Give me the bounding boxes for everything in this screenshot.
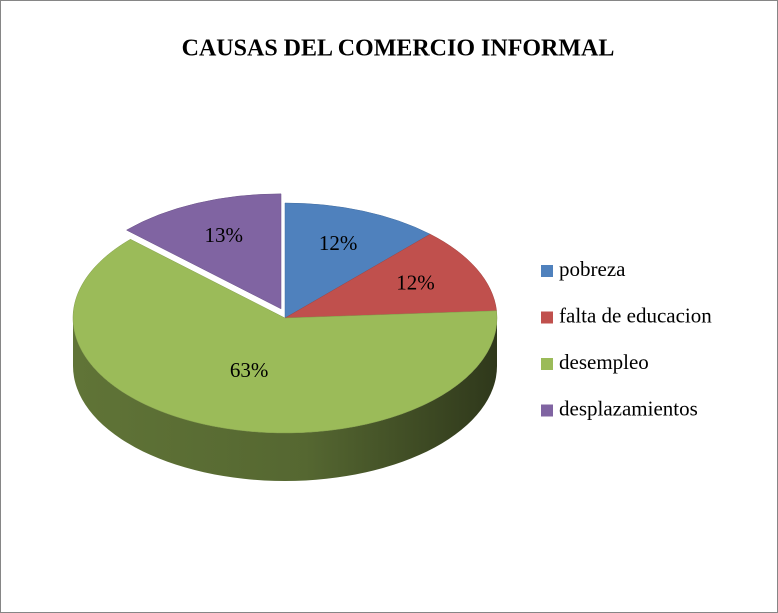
- pie-slice: [125, 193, 282, 310]
- legend-swatch: [541, 265, 553, 277]
- pie-slice: [284, 233, 497, 319]
- legend-swatch: [541, 311, 553, 324]
- pie-slice: [72, 238, 498, 434]
- data-label: 13%: [205, 223, 244, 247]
- legend-label: desplazamientos: [559, 396, 698, 420]
- legend-label: pobreza: [559, 257, 626, 281]
- data-label: 12%: [396, 271, 435, 295]
- legend-swatch: [541, 358, 553, 370]
- data-label: 63%: [230, 358, 269, 382]
- pie-slice: [284, 202, 431, 319]
- chart-title: CAUSAS DEL COMERCIO INFORMAL: [182, 36, 615, 62]
- data-label: 12%: [319, 231, 358, 255]
- legend-swatch: [541, 404, 553, 417]
- legend-label: desempleo: [559, 350, 649, 374]
- legend-label: falta de educacion: [559, 303, 712, 327]
- pie-side: [73, 318, 497, 481]
